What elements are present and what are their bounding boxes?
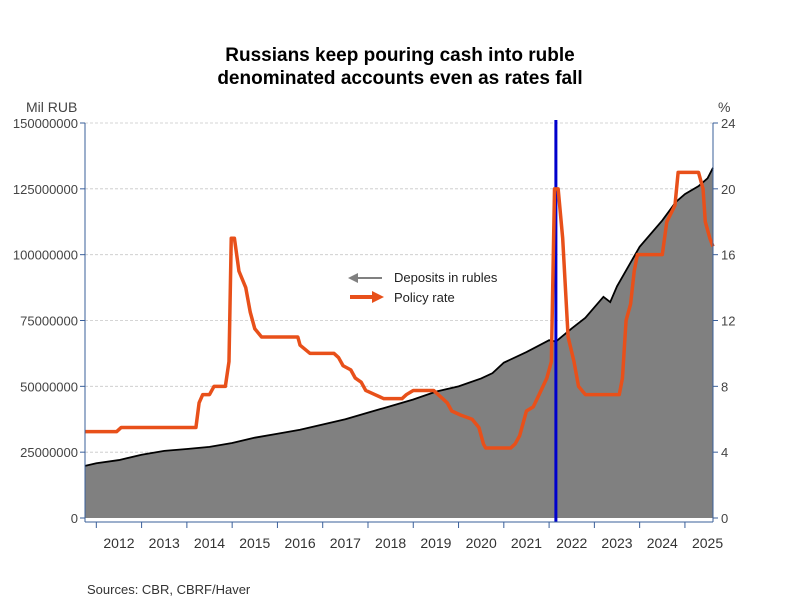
x-tick-label: 2013: [149, 535, 180, 551]
legend-rate-label: Policy rate: [394, 290, 455, 305]
right-tick-label: 8: [721, 379, 728, 394]
legend-deposits-arrow-icon: [348, 273, 358, 283]
x-tick-label: 2018: [375, 535, 406, 551]
left-tick-label: 125000000: [13, 182, 78, 197]
x-tick-label: 2025: [692, 535, 723, 551]
left-tick-label: 25000000: [20, 445, 78, 460]
chart-title-line-1: Russians keep pouring cash into ruble: [225, 45, 574, 66]
left-tick-label: 100000000: [13, 248, 78, 263]
x-tick-label: 2019: [420, 535, 451, 551]
right-axis-unit: %: [718, 99, 730, 115]
x-tick-label: 2016: [284, 535, 315, 551]
deposits-area-layer: [84, 167, 714, 518]
legend-deposits-label: Deposits in rubles: [394, 270, 498, 285]
x-tick-label: 2022: [556, 535, 587, 551]
legend-rate-arrow-icon: [372, 291, 384, 303]
x-tick-label: 2017: [330, 535, 361, 551]
right-tick-label: 24: [721, 116, 735, 131]
x-tick-label: 2021: [511, 535, 542, 551]
left-tick-label: 0: [71, 511, 78, 526]
right-tick-label: 0: [721, 511, 728, 526]
left-tick-label: 150000000: [13, 116, 78, 131]
x-tick-label: 2023: [601, 535, 632, 551]
right-tick-label: 16: [721, 248, 735, 263]
x-tick-label: 2014: [194, 535, 225, 551]
legend: Deposits in rubles Policy rate: [348, 270, 498, 305]
deposits-line: [84, 167, 714, 467]
chart-title-line-2: denominated accounts even as rates fall: [217, 68, 582, 89]
x-tick-label: 2024: [647, 535, 678, 551]
x-tick-label: 2020: [466, 535, 497, 551]
right-tick-label: 20: [721, 182, 735, 197]
left-tick-label: 50000000: [20, 379, 78, 394]
source-note: Sources: CBR, CBRF/Haver: [87, 582, 251, 597]
deposits-area: [85, 167, 713, 518]
policy-rate-line: [85, 170, 715, 450]
axes: 0 0 25000000 4 50000000 8 75000000 12 100000000 1…: [13, 116, 736, 551]
left-axis-unit: Mil RUB: [26, 99, 77, 115]
left-tick-label: 75000000: [20, 314, 78, 329]
right-tick-label: 4: [721, 445, 728, 460]
right-tick-label: 12: [721, 314, 735, 329]
x-tick-label: 2015: [239, 535, 270, 551]
policy-rate-layer: [85, 170, 715, 450]
x-tick-label: 2012: [103, 535, 134, 551]
